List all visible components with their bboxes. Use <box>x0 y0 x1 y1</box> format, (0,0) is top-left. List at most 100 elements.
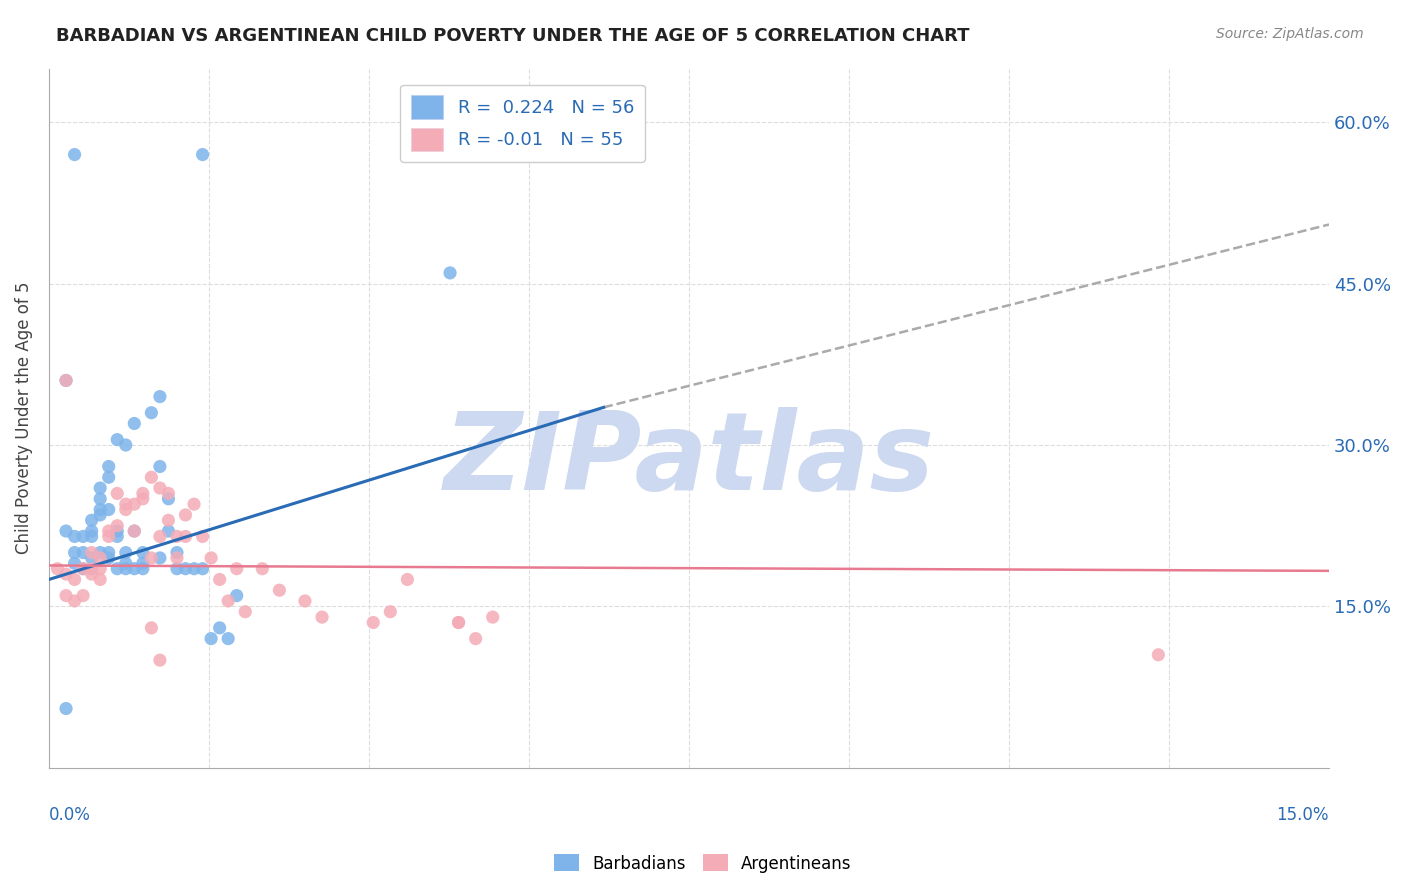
Point <box>114 557 136 571</box>
Point <box>97 529 120 543</box>
Point <box>80 567 103 582</box>
Point <box>80 562 103 576</box>
Point <box>157 513 180 527</box>
Point <box>63 545 86 559</box>
Text: 0.0%: 0.0% <box>49 806 91 824</box>
Point <box>124 417 146 431</box>
Point <box>217 632 239 646</box>
Point <box>89 502 111 516</box>
Point <box>141 551 163 566</box>
Point <box>124 524 146 538</box>
Point <box>149 653 172 667</box>
Point <box>97 502 120 516</box>
Point <box>361 615 384 630</box>
Point <box>191 147 214 161</box>
Point <box>105 486 128 500</box>
Text: BARBADIAN VS ARGENTINEAN CHILD POVERTY UNDER THE AGE OF 5 CORRELATION CHART: BARBADIAN VS ARGENTINEAN CHILD POVERTY U… <box>56 27 970 45</box>
Point <box>464 632 486 646</box>
Point <box>208 573 231 587</box>
Point <box>191 529 214 543</box>
Point <box>63 147 86 161</box>
Text: 15.0%: 15.0% <box>1277 806 1329 824</box>
Point <box>72 545 94 559</box>
Point <box>89 551 111 566</box>
Point <box>124 562 146 576</box>
Point <box>447 615 470 630</box>
Point <box>97 470 120 484</box>
Point <box>380 605 402 619</box>
Point <box>132 545 155 559</box>
Point <box>157 491 180 506</box>
Point <box>174 562 197 576</box>
Point <box>132 486 155 500</box>
Point <box>191 562 214 576</box>
Point <box>63 557 86 571</box>
Point <box>233 605 256 619</box>
Point <box>439 266 461 280</box>
Point <box>447 615 470 630</box>
Point <box>105 529 128 543</box>
Point <box>124 524 146 538</box>
Text: ZIPatlas: ZIPatlas <box>443 407 935 513</box>
Point <box>105 562 128 576</box>
Point <box>166 551 188 566</box>
Point <box>80 529 103 543</box>
Point <box>149 459 172 474</box>
Point <box>132 491 155 506</box>
Point <box>114 545 136 559</box>
Point <box>72 529 94 543</box>
Point <box>166 529 188 543</box>
Point <box>252 562 274 576</box>
Point <box>89 562 111 576</box>
Legend: R =  0.224   N = 56, R = -0.01   N = 55: R = 0.224 N = 56, R = -0.01 N = 55 <box>401 85 645 161</box>
Point <box>132 562 155 576</box>
Point <box>114 502 136 516</box>
Point <box>80 513 103 527</box>
Point <box>55 374 77 388</box>
Point <box>72 589 94 603</box>
Point <box>166 545 188 559</box>
Point <box>294 594 316 608</box>
Point <box>149 551 172 566</box>
Point <box>269 583 291 598</box>
Point <box>55 567 77 582</box>
Point <box>63 573 86 587</box>
Point <box>141 470 163 484</box>
Point <box>141 621 163 635</box>
Point <box>97 551 120 566</box>
Point <box>114 438 136 452</box>
Point <box>124 497 146 511</box>
Point <box>55 701 77 715</box>
Text: Source: ZipAtlas.com: Source: ZipAtlas.com <box>1216 27 1364 41</box>
Point <box>89 481 111 495</box>
Point <box>183 497 205 511</box>
Point <box>97 545 120 559</box>
Point <box>72 562 94 576</box>
Point <box>149 529 172 543</box>
Point <box>183 562 205 576</box>
Point <box>63 594 86 608</box>
Point <box>89 508 111 522</box>
Point <box>46 562 69 576</box>
Point <box>157 524 180 538</box>
Point <box>105 433 128 447</box>
Point <box>157 486 180 500</box>
Point <box>80 562 103 576</box>
Point <box>105 524 128 538</box>
Point <box>166 562 188 576</box>
Point <box>114 562 136 576</box>
Point <box>80 551 103 566</box>
Point <box>55 589 77 603</box>
Point <box>200 632 222 646</box>
Point <box>80 545 103 559</box>
Point <box>89 545 111 559</box>
Point <box>55 374 77 388</box>
Point <box>97 524 120 538</box>
Point <box>208 621 231 635</box>
Point <box>114 497 136 511</box>
Point <box>132 557 155 571</box>
Point <box>481 610 503 624</box>
Point <box>80 524 103 538</box>
Point <box>105 518 128 533</box>
Point <box>63 529 86 543</box>
